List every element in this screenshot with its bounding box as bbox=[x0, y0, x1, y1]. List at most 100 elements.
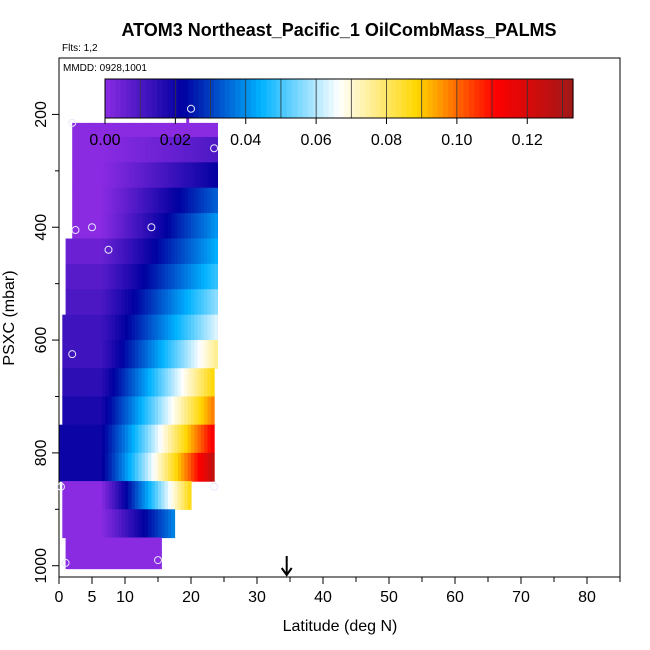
heat-cell bbox=[88, 162, 93, 189]
heat-cell bbox=[72, 187, 77, 214]
heat-cell bbox=[158, 452, 162, 482]
heat-cell bbox=[115, 289, 119, 316]
colorbar-swatch bbox=[484, 79, 491, 118]
heat-cell bbox=[184, 368, 189, 398]
heat-cell bbox=[72, 509, 77, 539]
heat-cell bbox=[78, 452, 83, 482]
heat-cell bbox=[167, 481, 172, 510]
heat-cell bbox=[158, 213, 162, 240]
heat-cell bbox=[125, 368, 129, 398]
heat-cell bbox=[82, 238, 86, 265]
x-tick-label: 70 bbox=[512, 589, 530, 606]
heat-cell bbox=[164, 187, 169, 214]
heat-cell bbox=[207, 162, 212, 189]
heat-cell bbox=[105, 213, 110, 240]
heat-cell bbox=[181, 238, 185, 265]
colorbar-swatch bbox=[370, 79, 376, 118]
heat-cell bbox=[85, 509, 90, 539]
heat-cell bbox=[131, 396, 136, 426]
heat-cell bbox=[141, 424, 146, 454]
heat-cell bbox=[118, 263, 123, 290]
heat-cell bbox=[125, 424, 129, 454]
heat-cell bbox=[214, 314, 218, 341]
colorbar-swatch bbox=[339, 79, 345, 118]
colorbar-swatch bbox=[250, 79, 257, 118]
heat-cell bbox=[121, 452, 126, 482]
heat-cell bbox=[62, 452, 67, 482]
heat-cell bbox=[101, 162, 106, 189]
heat-cell bbox=[125, 340, 129, 369]
heat-cell bbox=[151, 368, 156, 398]
colorbar-tick-label: 0.00 bbox=[89, 132, 120, 149]
heat-cell bbox=[171, 340, 176, 369]
heat-cell bbox=[174, 396, 179, 426]
heat-cell bbox=[154, 452, 159, 482]
heat-cell bbox=[88, 509, 93, 539]
heat-cell bbox=[82, 424, 86, 454]
heat-cell bbox=[174, 424, 179, 454]
heat-cell bbox=[108, 396, 113, 426]
heat-cell bbox=[92, 481, 96, 510]
heat-cell bbox=[128, 340, 133, 369]
heat-cell bbox=[214, 340, 218, 369]
heat-cell bbox=[144, 424, 149, 454]
heat-cell bbox=[138, 263, 143, 290]
heat-cell bbox=[167, 187, 172, 214]
heat-cell bbox=[105, 162, 110, 189]
heat-cell bbox=[78, 263, 83, 290]
heat-cell bbox=[171, 368, 176, 398]
heat-cell bbox=[184, 452, 189, 482]
colorbar-swatch bbox=[562, 79, 569, 118]
heat-cell bbox=[118, 481, 123, 510]
heat-cell bbox=[158, 509, 162, 539]
heat-cell bbox=[197, 368, 202, 398]
heat-cell bbox=[125, 289, 129, 316]
heat-cell bbox=[95, 314, 100, 341]
heat-cell bbox=[108, 368, 113, 398]
heat-cell bbox=[200, 187, 205, 214]
colorbar-swatch bbox=[505, 79, 512, 118]
heat-cell bbox=[118, 213, 123, 240]
heat-cell bbox=[82, 213, 86, 240]
colorbar-swatch bbox=[318, 79, 324, 118]
heat-cell bbox=[134, 368, 139, 398]
heat-cell bbox=[167, 314, 172, 341]
heat-cell bbox=[200, 136, 205, 163]
sample-point bbox=[68, 118, 77, 127]
heat-cell bbox=[181, 314, 185, 341]
heat-cell bbox=[187, 136, 192, 163]
heat-cell bbox=[115, 136, 119, 163]
heat-cell bbox=[98, 162, 103, 189]
heat-cell bbox=[85, 162, 90, 189]
heat-cell bbox=[121, 537, 126, 570]
colorbar-swatch bbox=[136, 79, 142, 118]
heat-cell bbox=[207, 452, 212, 482]
heat-cell bbox=[181, 289, 185, 316]
heat-cell bbox=[65, 368, 70, 398]
heat-cell bbox=[121, 187, 126, 214]
heat-cell bbox=[207, 424, 212, 454]
heat-cell bbox=[174, 263, 179, 290]
heat-cell bbox=[82, 314, 86, 341]
heat-cell bbox=[128, 263, 133, 290]
heat-cell bbox=[210, 314, 215, 341]
heat-cell bbox=[154, 424, 159, 454]
heat-cell bbox=[131, 213, 136, 240]
colorbar-border bbox=[104, 78, 574, 119]
heat-cell bbox=[68, 263, 73, 290]
sample-point bbox=[104, 245, 113, 254]
heat-cell bbox=[210, 289, 215, 316]
heat-cell bbox=[78, 122, 83, 138]
heat-cell bbox=[95, 509, 100, 539]
heat-cell bbox=[191, 263, 195, 290]
heat-cell bbox=[125, 263, 129, 290]
heat-cell bbox=[88, 263, 93, 290]
heat-cell bbox=[154, 187, 159, 214]
colorbar-swatch bbox=[276, 79, 283, 118]
heat-cell bbox=[144, 213, 149, 240]
heat-cell bbox=[125, 481, 129, 510]
heat-cell bbox=[78, 340, 83, 369]
heat-cell bbox=[184, 213, 189, 240]
heat-cell bbox=[85, 314, 90, 341]
heat-cell bbox=[62, 314, 67, 341]
